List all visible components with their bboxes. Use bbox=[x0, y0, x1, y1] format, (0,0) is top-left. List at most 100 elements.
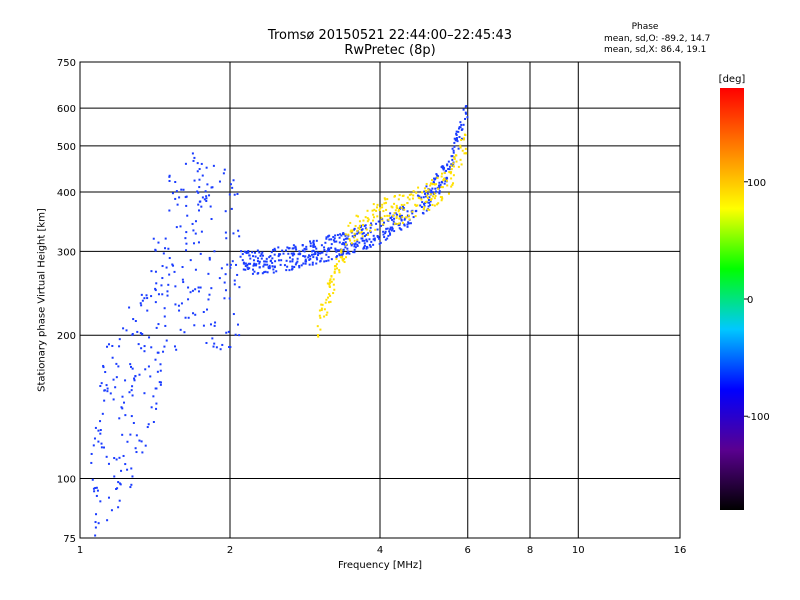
o-mode-point bbox=[253, 270, 256, 273]
o-mode-point bbox=[141, 332, 144, 335]
y-tick-label: 200 bbox=[57, 331, 76, 342]
o-mode-point bbox=[351, 235, 354, 238]
o-mode-point bbox=[336, 249, 339, 252]
o-mode-point bbox=[229, 266, 232, 269]
o-mode-point bbox=[342, 232, 345, 235]
o-mode-point bbox=[201, 174, 204, 177]
colorbar-tick-label: -100 bbox=[747, 412, 770, 423]
o-mode-point bbox=[175, 226, 178, 229]
o-mode-point bbox=[369, 245, 372, 248]
o-mode-point bbox=[462, 108, 465, 111]
o-mode-point bbox=[237, 229, 240, 232]
o-mode-point bbox=[365, 247, 368, 250]
o-mode-point bbox=[241, 259, 244, 262]
o-mode-point bbox=[272, 248, 275, 251]
o-mode-point bbox=[330, 258, 333, 261]
x-mode-point bbox=[398, 194, 401, 197]
o-mode-point bbox=[117, 506, 120, 509]
o-mode-point bbox=[298, 253, 301, 256]
o-mode-point bbox=[304, 262, 307, 265]
o-mode-point bbox=[157, 241, 160, 244]
y-tick-label: 100 bbox=[57, 475, 76, 486]
x-mode-point bbox=[367, 218, 370, 221]
o-mode-point bbox=[309, 255, 312, 258]
o-mode-point bbox=[277, 255, 280, 258]
o-mode-point bbox=[288, 247, 291, 250]
o-mode-point bbox=[236, 323, 239, 326]
o-mode-point bbox=[446, 177, 449, 180]
o-mode-point bbox=[177, 304, 180, 307]
o-mode-point bbox=[378, 237, 381, 240]
x-mode-point bbox=[376, 203, 379, 206]
x-mode-point bbox=[426, 196, 429, 199]
o-mode-point bbox=[231, 260, 234, 263]
x-mode-point bbox=[369, 224, 372, 227]
o-mode-point bbox=[251, 251, 254, 254]
o-mode-point bbox=[363, 246, 366, 249]
chart-grid bbox=[80, 62, 680, 538]
o-mode-point bbox=[323, 260, 326, 263]
o-mode-point bbox=[391, 226, 394, 229]
x-mode-point bbox=[398, 217, 401, 220]
x-mode-point bbox=[323, 308, 326, 311]
x-mode-point bbox=[372, 203, 375, 206]
o-mode-point bbox=[256, 272, 259, 275]
o-mode-point bbox=[154, 387, 157, 390]
o-mode-point bbox=[133, 377, 136, 380]
o-mode-point bbox=[220, 267, 223, 270]
x-mode-point bbox=[356, 229, 359, 232]
x-mode-point bbox=[407, 214, 410, 217]
x-mode-point bbox=[433, 192, 436, 195]
o-mode-point bbox=[353, 227, 356, 230]
o-mode-point bbox=[159, 369, 162, 372]
o-mode-point bbox=[388, 230, 391, 233]
o-mode-point bbox=[196, 162, 199, 165]
o-mode-point bbox=[316, 251, 319, 254]
o-mode-point bbox=[455, 138, 458, 141]
o-mode-point bbox=[205, 166, 208, 169]
o-mode-point bbox=[311, 261, 314, 264]
x-mode-point bbox=[316, 325, 319, 328]
o-mode-point bbox=[424, 192, 427, 195]
o-mode-point bbox=[372, 243, 375, 246]
o-mode-point bbox=[236, 192, 239, 195]
o-mode-point bbox=[248, 267, 251, 270]
o-mode-point bbox=[117, 365, 120, 368]
o-mode-point bbox=[343, 242, 346, 245]
o-mode-point bbox=[257, 257, 260, 260]
o-mode-point bbox=[181, 278, 184, 281]
o-mode-point bbox=[132, 318, 135, 321]
o-mode-point bbox=[328, 238, 331, 241]
o-mode-point bbox=[121, 407, 124, 410]
o-mode-point bbox=[208, 256, 211, 259]
o-mode-point bbox=[134, 447, 137, 450]
x-tick-label: 10 bbox=[572, 545, 585, 556]
o-mode-point bbox=[262, 265, 265, 268]
o-mode-point bbox=[187, 298, 190, 301]
o-mode-point bbox=[294, 263, 297, 266]
o-mode-point bbox=[117, 481, 120, 484]
o-mode-point bbox=[263, 263, 266, 266]
o-mode-point bbox=[196, 190, 199, 193]
o-mode-point bbox=[160, 284, 163, 287]
x-mode-point bbox=[325, 298, 328, 301]
y-tick-label: 400 bbox=[57, 188, 76, 199]
o-mode-point bbox=[314, 245, 317, 248]
o-mode-point bbox=[254, 251, 257, 254]
o-mode-point bbox=[387, 234, 390, 237]
x-mode-point bbox=[380, 216, 383, 219]
o-mode-point bbox=[458, 126, 461, 129]
x-mode-point bbox=[450, 168, 453, 171]
o-mode-point bbox=[210, 287, 213, 290]
x-mode-point bbox=[442, 179, 445, 182]
o-mode-point bbox=[171, 263, 174, 266]
x-mode-point bbox=[447, 192, 450, 195]
x-mode-point bbox=[343, 261, 346, 264]
o-mode-point bbox=[451, 147, 454, 150]
y-tick-label: 500 bbox=[57, 142, 76, 153]
o-mode-point bbox=[212, 164, 215, 167]
x-mode-point bbox=[433, 197, 436, 200]
o-mode-point bbox=[214, 321, 217, 324]
x-mode-point bbox=[450, 164, 453, 167]
